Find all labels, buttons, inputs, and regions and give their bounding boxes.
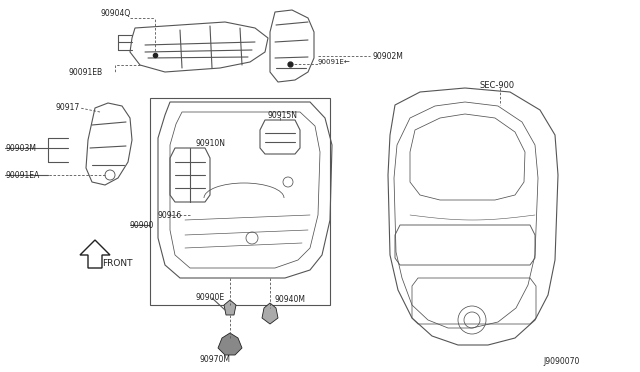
- Polygon shape: [218, 333, 242, 355]
- Text: 90091EB: 90091EB: [68, 67, 102, 77]
- Text: 90970M: 90970M: [200, 356, 230, 365]
- Text: 90917: 90917: [55, 103, 79, 112]
- Text: 90091E←: 90091E←: [318, 59, 351, 65]
- Text: 90916: 90916: [158, 211, 182, 219]
- Text: 90903M: 90903M: [5, 144, 36, 153]
- Text: 90902M: 90902M: [373, 51, 404, 61]
- Text: 90900E: 90900E: [195, 294, 224, 302]
- Text: 90910N: 90910N: [195, 138, 225, 148]
- Polygon shape: [262, 303, 278, 324]
- Text: FRONT: FRONT: [102, 259, 132, 267]
- Text: 90900: 90900: [130, 221, 154, 230]
- Bar: [150, 98, 330, 305]
- Text: J9090070: J9090070: [543, 357, 580, 366]
- Text: 90091EA: 90091EA: [5, 170, 39, 180]
- Text: SEC-900: SEC-900: [480, 80, 515, 90]
- Text: 90940M: 90940M: [275, 295, 306, 305]
- Text: 90915N: 90915N: [268, 110, 298, 119]
- Text: 90904Q: 90904Q: [100, 9, 131, 17]
- Polygon shape: [224, 300, 236, 315]
